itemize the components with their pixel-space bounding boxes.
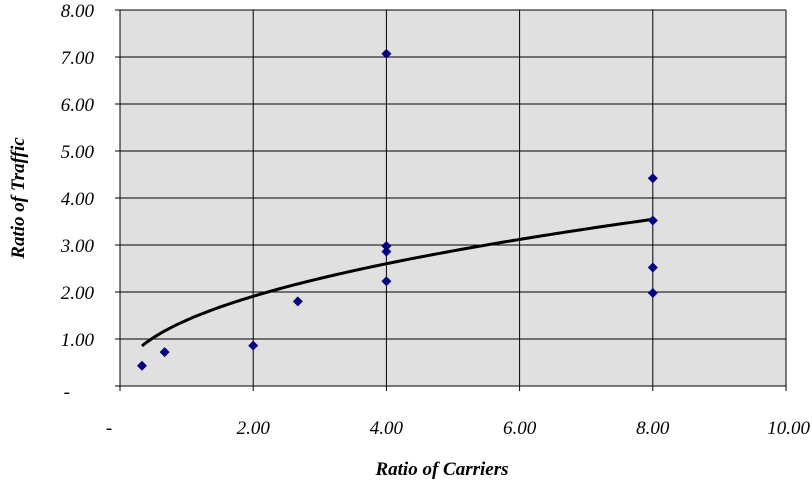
data-point-marker [159,347,170,358]
x-tick-label: 2.00 [237,418,271,439]
x-tick-label: 6.00 [503,418,537,439]
y-tick-label: 3.00 [60,236,95,257]
y-tick-label: 2.00 [61,283,95,304]
x-tick-label: 8.00 [636,418,670,439]
data-point-marker [647,173,658,184]
data-point-marker [381,240,392,251]
trendline [141,217,654,348]
x-tick-labels: - 2.00 4.00 6.00 8.00 10.00 [106,418,811,439]
data-point-marker [647,215,658,226]
x-tick-label: 10.00 [767,418,810,439]
y-axis-title: Ratio of Traffic [8,137,29,260]
y-tick-label: - [64,382,70,403]
y-tick-label: 1.00 [61,330,95,351]
data-point-marker [381,276,392,287]
data-point-marker [248,340,259,351]
x-tick-label: - [106,418,112,439]
y-tick-label: 7.00 [61,48,95,69]
x-axis-title: Ratio of Carriers [374,459,508,480]
y-tick-labels: - 1.00 2.00 3.00 4.00 5.00 6.00 7.00 8.00 [60,1,95,403]
y-tick-label: 8.00 [61,1,95,22]
data-point-marker [647,287,658,298]
y-tick-label: 4.00 [61,189,95,210]
grid-lines [115,9,787,391]
x-tick-label: 4.00 [370,418,404,439]
data-points [136,48,658,371]
data-point-marker [381,48,392,59]
data-point-marker [381,246,392,257]
trendline-layer [141,217,654,348]
data-point-marker [292,296,303,307]
y-tick-label: 6.00 [61,95,95,116]
y-tick-label: 5.00 [61,142,95,163]
data-point-marker [136,360,147,371]
data-point-marker [647,262,658,273]
